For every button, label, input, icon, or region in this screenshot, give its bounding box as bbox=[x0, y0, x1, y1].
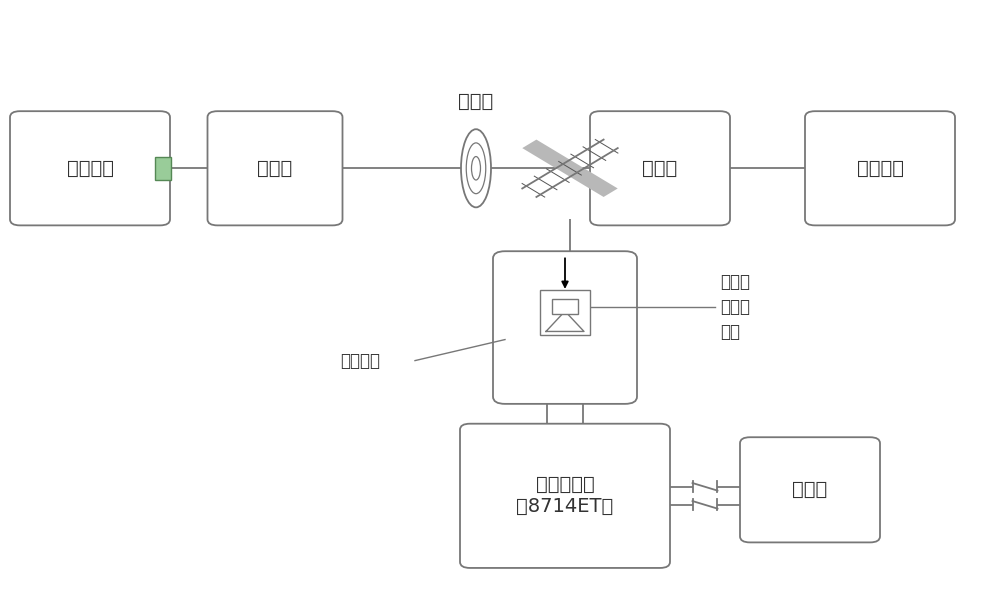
Bar bbox=[522, 139, 618, 197]
FancyBboxPatch shape bbox=[740, 438, 880, 542]
FancyBboxPatch shape bbox=[155, 157, 171, 180]
FancyBboxPatch shape bbox=[590, 111, 730, 225]
Text: 分光镜: 分光镜 bbox=[642, 159, 678, 178]
FancyBboxPatch shape bbox=[10, 111, 170, 225]
FancyBboxPatch shape bbox=[493, 251, 637, 404]
Text: 断路器: 断路器 bbox=[458, 92, 494, 111]
Text: 计算机: 计算机 bbox=[792, 480, 828, 499]
FancyBboxPatch shape bbox=[208, 111, 342, 225]
Ellipse shape bbox=[461, 129, 491, 207]
Bar bbox=[552, 299, 578, 314]
FancyBboxPatch shape bbox=[805, 111, 955, 225]
Text: 测试平台: 测试平台 bbox=[340, 352, 380, 370]
Text: 红外光源: 红外光源 bbox=[66, 159, 114, 178]
Bar bbox=[540, 290, 590, 335]
Text: 衰减器: 衰减器 bbox=[257, 159, 293, 178]
FancyBboxPatch shape bbox=[460, 424, 670, 568]
Text: 薄膜体
声波谐
振器: 薄膜体 声波谐 振器 bbox=[720, 272, 750, 341]
Text: 网络分析仪
（8714ET）: 网络分析仪 （8714ET） bbox=[516, 475, 614, 516]
Text: 光功率计: 光功率计 bbox=[856, 159, 904, 178]
